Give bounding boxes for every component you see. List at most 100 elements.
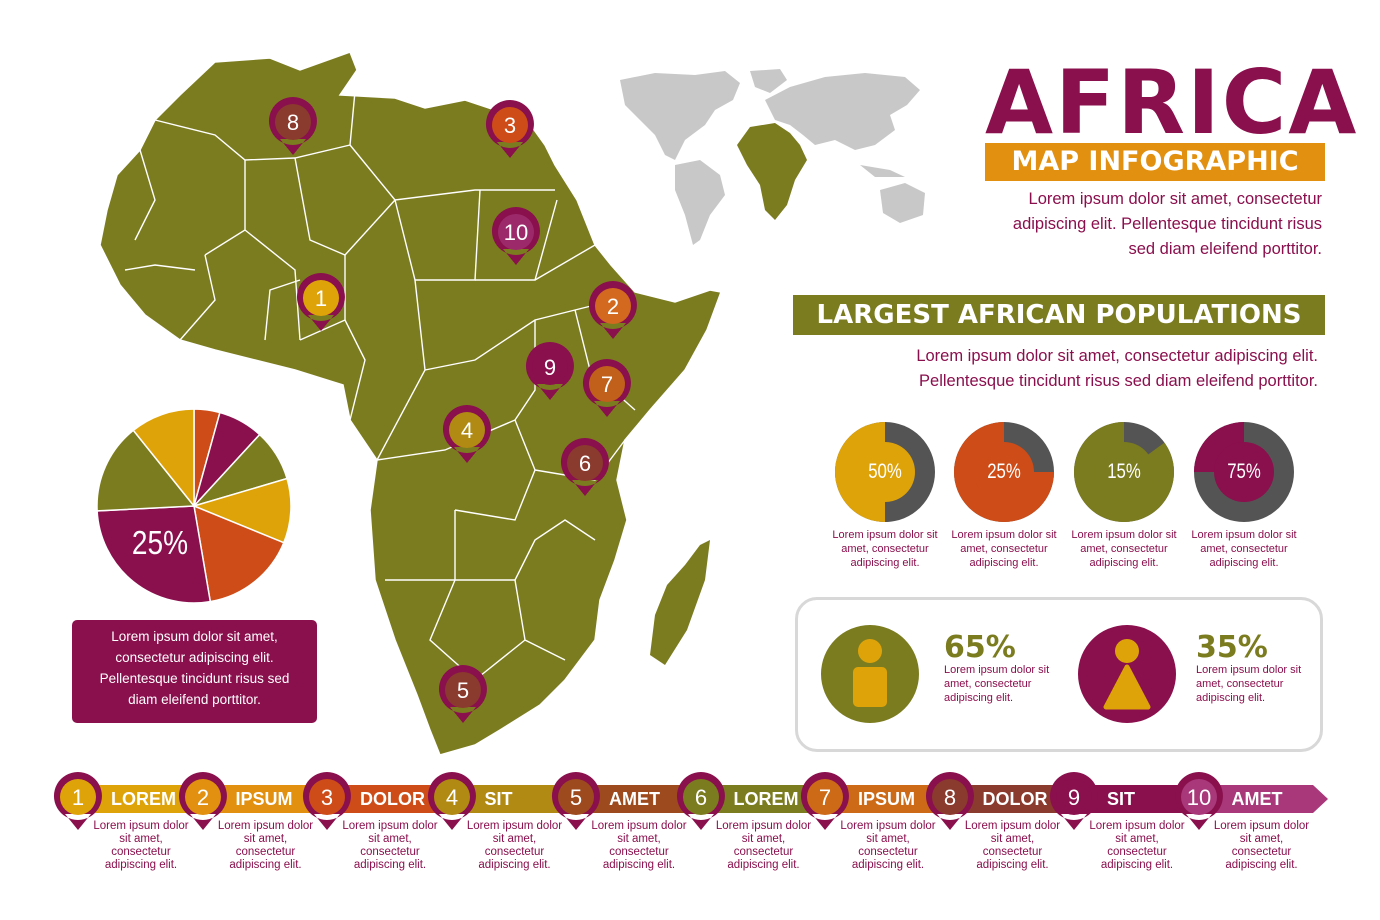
description-box: Lorem ipsum dolor sit amet, consectetur …	[72, 620, 317, 723]
pin-number: 1	[315, 286, 327, 311]
timeline-pin-4: 4	[427, 772, 476, 830]
timeline-caption-line: adipiscing elit.	[229, 859, 302, 871]
timeline-caption: Lorem ipsum dolor sit amet, consectetur adi…	[1082, 820, 1192, 872]
populations-heading: LARGEST AFRICAN POPULATIONS	[793, 295, 1325, 335]
donut-caption-line: adipiscing elit.	[969, 557, 1039, 569]
timeline-caption-line: sit amet,	[368, 833, 412, 845]
timeline-label: DOLOR	[360, 789, 425, 809]
pin-fill	[275, 104, 311, 140]
timeline-caption-line: consectetur	[235, 846, 296, 858]
pin-number: 8	[943, 785, 955, 810]
timeline-caption-line: Lorem ipsum dolor	[840, 820, 936, 832]
pin-fill	[445, 672, 481, 708]
female-icon	[1078, 625, 1176, 723]
pin-fill	[595, 288, 631, 324]
intro-line: sed diam eleifend porttitor.	[1128, 240, 1322, 258]
timeline-label: IPSUM	[235, 789, 293, 809]
timeline-label: AMET	[609, 789, 660, 809]
donut-caption: Lorem ipsum dolor sit amet, consectetur ad…	[1179, 528, 1309, 570]
pin-number: 5	[570, 785, 582, 810]
timeline-segment	[576, 785, 702, 813]
donut-center	[1214, 442, 1274, 502]
male-icon	[821, 625, 919, 723]
map-pin-2: 3	[485, 100, 534, 158]
description-line: consectetur adipiscing elit.	[115, 650, 274, 665]
timeline-label: SIT	[1107, 789, 1136, 809]
timeline-caption: Lorem ipsum dolor sit amet, consectetur adi…	[86, 820, 196, 872]
timeline-label: LOREM	[111, 789, 176, 809]
description-line: Pellentesque tincidunt risus sed	[99, 671, 290, 686]
timeline-caption-line: Lorem ipsum dolor	[1213, 820, 1310, 832]
greenland-shape	[750, 69, 787, 93]
timeline-pin-10: 10	[1174, 772, 1223, 830]
donut-label: 15%	[1107, 460, 1141, 483]
pin-number: 9	[544, 355, 556, 380]
country-borders	[124, 69, 636, 681]
timeline-segment	[78, 785, 204, 813]
timeline-caption-line: Lorem ipsum dolor	[1089, 820, 1185, 832]
timeline-caption-line: adipiscing elit.	[851, 859, 925, 871]
pin-number: 7	[819, 785, 831, 810]
timeline-caption: Lorem ipsum dolor sit amet, consectetur adi…	[460, 820, 570, 872]
gender-panel	[795, 597, 1323, 752]
timeline-caption-line: Lorem ipsum dolor	[342, 820, 438, 832]
pie-slice-7	[96, 429, 196, 512]
pin-number: 1	[72, 785, 84, 810]
gender-text-line: Lorem ipsum dolor sit	[944, 664, 1050, 676]
pin-fill	[309, 779, 345, 815]
timeline-caption-line: consectetur	[1231, 846, 1292, 858]
timeline-segment	[825, 785, 951, 813]
pin-number: 4	[445, 785, 457, 810]
donut-caption-line: amet, consectetur	[1080, 543, 1168, 555]
timeline-caption-line: adipiscing elit.	[1100, 859, 1174, 871]
donut-caption-line: Lorem ipsum dolor sit	[951, 529, 1057, 541]
timeline-caption: Lorem ipsum dolor sit amet, consectetur adi…	[833, 820, 943, 872]
donut-caption-line: adipiscing elit.	[1089, 557, 1159, 569]
pin-number: 7	[601, 372, 613, 397]
timeline-segment	[451, 785, 577, 813]
map-pin-1: 8	[268, 97, 317, 155]
timeline-caption-line: consectetur	[858, 846, 918, 858]
description-line: Lorem ipsum dolor sit amet,	[111, 629, 278, 644]
map-pin-7: 7	[582, 359, 631, 417]
pin-fill	[60, 779, 96, 815]
pin-number: 5	[457, 678, 469, 703]
donut-chart-2	[954, 422, 1054, 522]
timeline-caption-line: sit amet,	[866, 833, 910, 845]
donut-chart-4	[1194, 422, 1294, 522]
person-head	[1115, 639, 1139, 663]
timeline-caption-line: Lorem ipsum dolor	[93, 820, 189, 832]
timeline-band	[78, 785, 1328, 813]
timeline-pin-2: 2	[178, 772, 227, 830]
timeline-caption-line: consectetur	[609, 846, 669, 858]
south-america-shape	[675, 160, 725, 245]
timeline-label: LOREM	[733, 789, 799, 809]
pin-fill	[1180, 779, 1217, 815]
timeline-segment	[949, 785, 1075, 813]
map-pin-8: 4	[442, 405, 491, 463]
pin-number: 6	[579, 451, 591, 476]
timeline-caption: Lorem ipsum dolor sit amet, consectetur adi…	[1207, 820, 1317, 872]
map-pin-5: 2	[588, 281, 637, 339]
person-body	[853, 667, 887, 707]
pin-fill	[433, 779, 470, 815]
map-pin-9: 6	[560, 438, 609, 496]
intro-line: Lorem ipsum dolor sit amet, consectetur	[1028, 190, 1322, 208]
pin-number: 3	[504, 113, 516, 138]
timeline-caption-line: adipiscing elit.	[976, 859, 1049, 871]
pin-number: 2	[607, 294, 619, 319]
timeline-caption: Lorem ipsum dolor sit amet, consectetur adi…	[211, 820, 321, 872]
timeline-caption-line: adipiscing elit.	[727, 859, 800, 871]
donut-center	[1094, 442, 1154, 502]
pin-number: 4	[461, 418, 473, 443]
timeline-pin-1: 1	[53, 772, 102, 830]
donut-caption: Lorem ipsum dolor sit amet, consectetur ad…	[1059, 528, 1189, 570]
africa-highlight	[737, 123, 807, 220]
donut-label: 25%	[987, 460, 1021, 483]
timeline-caption-line: sit amet,	[741, 833, 786, 845]
donut-caption-line: Lorem ipsum dolor sit	[1191, 529, 1297, 541]
pin-fill	[589, 366, 625, 402]
timeline-caption-line: sit amet,	[1239, 833, 1284, 845]
donut-caption-line: amet, consectetur	[841, 543, 929, 555]
donut-caption-line: Lorem ipsum dolor sit	[832, 529, 938, 541]
